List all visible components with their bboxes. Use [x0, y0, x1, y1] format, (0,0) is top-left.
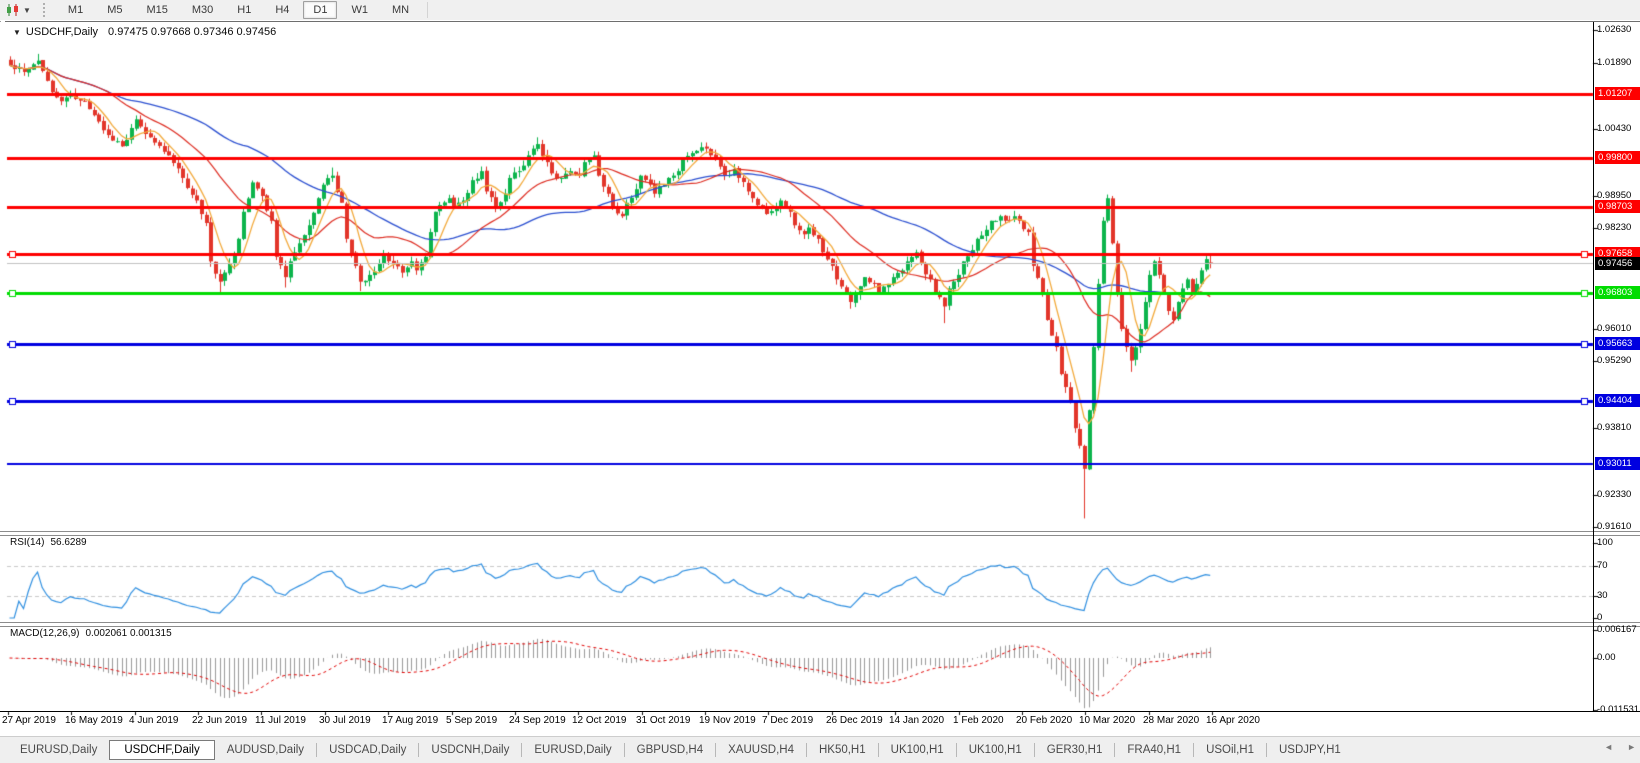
- sr-line-price-tag[interactable]: 0.96803: [1595, 286, 1640, 299]
- tab-separator: [1033, 743, 1035, 757]
- sr-line-price-tag[interactable]: 0.99800: [1595, 151, 1640, 164]
- chart-tab-fra40[interactable]: FRA40,H1: [1127, 744, 1182, 756]
- date-axis-label: 31 Oct 2019: [636, 715, 691, 726]
- price-axis-border: [1593, 22, 1594, 711]
- macd-pane-splitter[interactable]: [0, 622, 1640, 627]
- price-axis-tick: 0.93810: [1597, 422, 1632, 433]
- date-axis-label: 16 Apr 2020: [1206, 715, 1260, 726]
- rsi-name: RSI(14): [10, 537, 45, 548]
- macd-name: MACD(12,26,9): [10, 628, 80, 639]
- chart-tab-usdcnh[interactable]: USDCNH,Daily: [431, 744, 510, 756]
- rsi-axis-label: 30: [1597, 590, 1608, 601]
- sr-line-price-tag[interactable]: 0.93011: [1595, 457, 1640, 470]
- date-axis-label: 24 Sep 2019: [509, 715, 566, 726]
- date-axis-label: 1 Feb 2020: [953, 715, 1004, 726]
- sr-line-price-tag[interactable]: 1.01207: [1595, 87, 1640, 100]
- tab-separator: [418, 743, 420, 757]
- tab-separator: [623, 743, 625, 757]
- tab-separator: [316, 743, 318, 757]
- date-axis-label: 11 Jul 2019: [255, 715, 306, 726]
- tab-separator: [877, 743, 879, 757]
- date-axis-border: [0, 711, 1640, 712]
- date-axis-label: 7 Dec 2019: [762, 715, 814, 726]
- price-axis-tick: 0.98230: [1597, 222, 1632, 233]
- tab-separator: [955, 743, 957, 757]
- sr-line-price-tag[interactable]: 0.94404: [1595, 394, 1640, 407]
- chart-tab-usdcad[interactable]: USDCAD,Daily: [329, 744, 407, 756]
- tab-separator: [715, 743, 717, 757]
- sr-line-price-tag[interactable]: 0.98703: [1595, 200, 1640, 213]
- current-price-tag: 0.97456: [1595, 257, 1640, 270]
- tab-scroll-arrows: ◄ ►: [1604, 742, 1636, 752]
- chart-tab-usoil[interactable]: USOil,H1: [1206, 744, 1254, 756]
- price-axis-tick: 1.01890: [1597, 57, 1632, 68]
- date-axis-label: 16 May 2019: [65, 715, 123, 726]
- chart-title: ▼ USDCHF,Daily 0.97475 0.97668 0.97346 0.9…: [13, 26, 276, 38]
- date-axis-label: 26 Dec 2019: [826, 715, 883, 726]
- rsi-value: 56.6289: [50, 537, 87, 548]
- date-axis-label: 22 Jun 2019: [192, 715, 248, 726]
- chart-tab-hk50[interactable]: HK50,H1: [818, 744, 866, 756]
- chart-tab-audusd[interactable]: AUDUSD,Daily: [226, 744, 305, 756]
- symbol-dropdown-icon[interactable]: ▼: [13, 28, 21, 37]
- price-axis-tick: 0.91610: [1597, 521, 1632, 532]
- date-axis-label: 20 Feb 2020: [1016, 715, 1073, 726]
- date-axis-label: 27 Apr 2019: [2, 715, 56, 726]
- price-axis-tick: 0.95290: [1597, 355, 1632, 366]
- chart-tab-bar: EURUSD,Daily USDCHF,Daily AUDUSD,Daily USDC…: [0, 736, 1640, 763]
- rsi-indicator-label: RSI(14) 56.6289: [10, 537, 87, 548]
- chart-tab-uk100[interactable]: UK100,H1: [968, 744, 1022, 756]
- rsi-axis-label: 0: [1597, 612, 1603, 623]
- price-axis-tick: 0.98950: [1597, 190, 1632, 201]
- date-axis-label: 19 Nov 2019: [699, 715, 756, 726]
- tab-separator: [1266, 743, 1267, 757]
- rsi-pane-splitter[interactable]: [0, 531, 1640, 536]
- rsi-axis-label: 100: [1597, 537, 1613, 548]
- chart-tab-usdchf-active[interactable]: USDCHF,Daily: [109, 740, 215, 760]
- rsi-axis-label: 70: [1597, 560, 1608, 571]
- tab-separator: [1114, 743, 1116, 757]
- macd-axis-label: 0.006167: [1597, 624, 1637, 635]
- price-axis-tick: 1.00430: [1597, 123, 1632, 134]
- chart-tab-ger30[interactable]: GER30,H1: [1046, 744, 1103, 756]
- chart-tab-eurusd[interactable]: EURUSD,Daily: [534, 744, 612, 756]
- price-axis-tick: 0.96010: [1597, 323, 1632, 334]
- chart-tab-xauusd[interactable]: XAUUSD,H4: [728, 744, 794, 756]
- date-axis-label: 28 Mar 2020: [1143, 715, 1200, 726]
- tab-scroll-right-icon[interactable]: ►: [1627, 742, 1636, 752]
- tab-separator: [1193, 743, 1195, 757]
- date-axis-label: 5 Sep 2019: [446, 715, 498, 726]
- sr-line-price-tag[interactable]: 0.95663: [1595, 337, 1640, 350]
- macd-values: 0.002061 0.001315: [85, 628, 172, 639]
- chart-tab-uk100[interactable]: UK100,H1: [890, 744, 944, 756]
- date-axis-label: 12 Oct 2019: [572, 715, 627, 726]
- chart-tab-usdjpy[interactable]: USDJPY,H1: [1279, 744, 1341, 756]
- date-axis-label: 4 Jun 2019: [129, 715, 179, 726]
- date-axis-label: 30 Jul 2019: [319, 715, 371, 726]
- price-axis-tick: 1.02630: [1597, 24, 1632, 35]
- macd-axis-label: 0.00: [1597, 652, 1616, 663]
- tab-scroll-left-icon[interactable]: ◄: [1604, 742, 1614, 752]
- chart-symbol-label: USDCHF,Daily: [25, 26, 99, 38]
- tab-separator: [521, 743, 523, 757]
- chart-tab-gbpusd[interactable]: GBPUSD,H4: [636, 744, 704, 756]
- date-axis-label: 14 Jan 2020: [889, 715, 945, 726]
- macd-axis-label: -0.011531: [1597, 704, 1640, 715]
- macd-indicator-label: MACD(12,26,9) 0.002061 0.001315: [10, 628, 172, 639]
- date-axis-label: 17 Aug 2019: [382, 715, 439, 726]
- chart-tab-eurusd[interactable]: EURUSD,Daily: [20, 744, 98, 756]
- price-axis-tick: 0.92330: [1597, 489, 1632, 500]
- tab-separator: [805, 743, 807, 757]
- chart-ohlc-quote: 0.97475 0.97668 0.97346 0.97456: [108, 26, 277, 38]
- date-axis-label: 10 Mar 2020: [1079, 715, 1136, 726]
- sr-line-price-tag[interactable]: 0.97658: [1595, 247, 1640, 260]
